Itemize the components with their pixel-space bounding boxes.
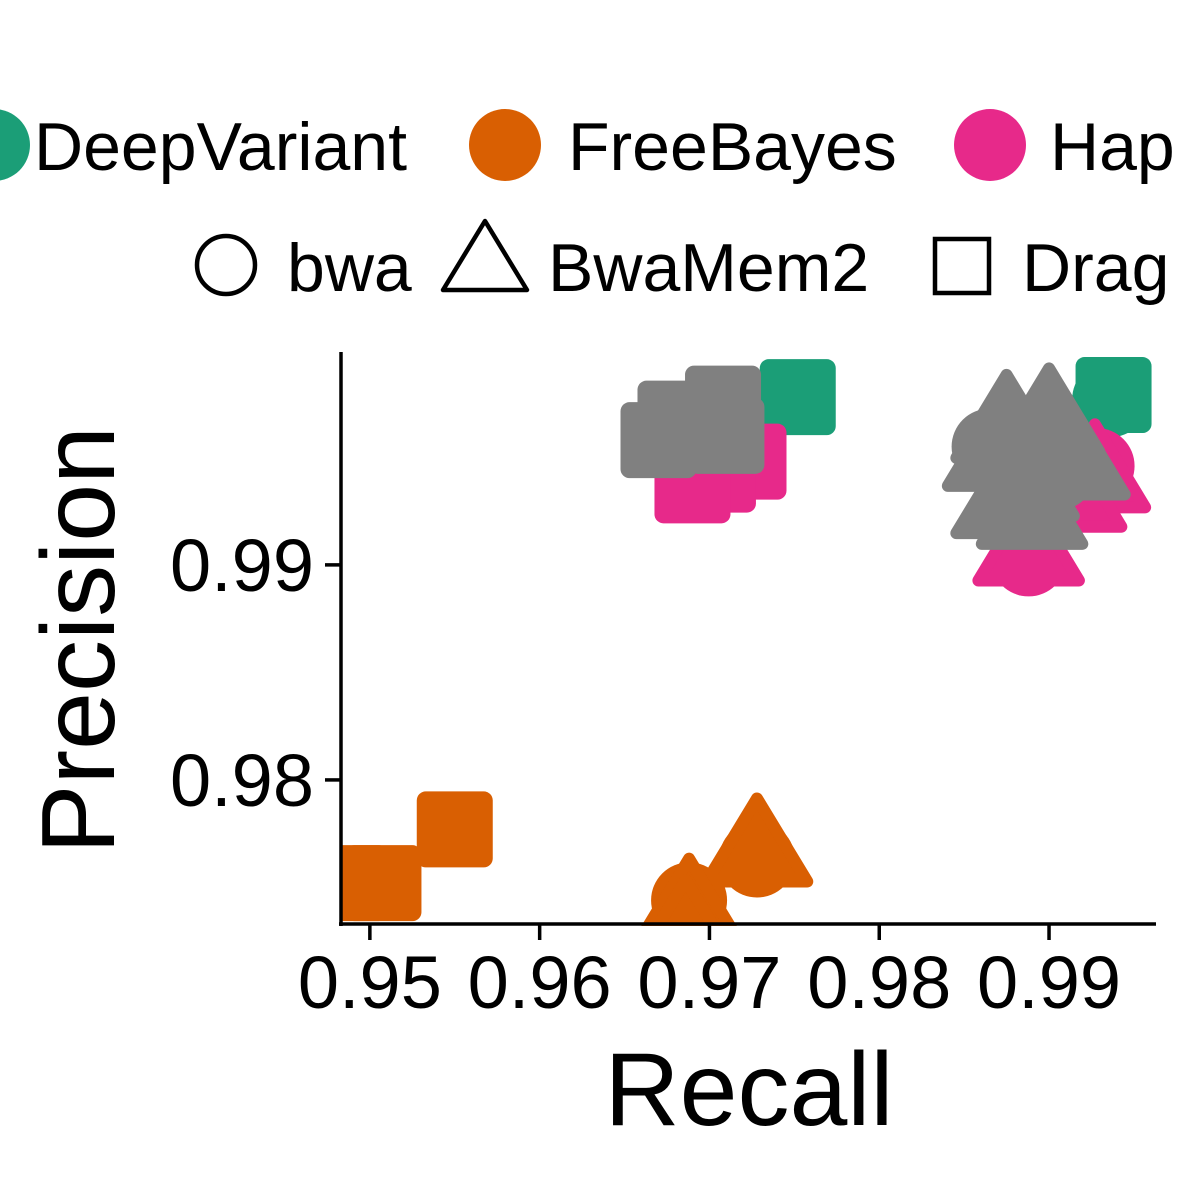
legend-color-key-freebayes [469,109,541,181]
shape-legend: bwa BwaMem2 Drag [194,218,1169,306]
x-tick-label: 0.98 [807,941,951,1024]
legend-label-drag: Drag [1022,230,1169,306]
legend-label-hap: Hap [1050,109,1175,185]
data-point-triangle [650,874,721,926]
data-point-square [345,845,422,922]
data-point-square [759,359,836,436]
data-point-triangle [700,792,814,888]
y-tick-label: 0.99 [170,524,314,607]
x-tick-label: 0.97 [637,941,781,1024]
data-point-square [416,791,493,868]
x-axis-title: Recall [605,1032,894,1148]
legend-color-key-hap [954,109,1026,181]
data-point-square [688,397,765,474]
legend-label-bwamem2: BwaMem2 [548,230,869,306]
legend-label-bwa: bwa [287,230,412,306]
y-axis-ticks: 0.99 0.98 [170,524,341,822]
x-tick-label: 0.99 [977,941,1121,1024]
color-legend: DeepVariant FreeBayes Hap [0,109,1175,185]
data-point-triangle [975,454,1089,550]
y-axis-title: Precision [21,426,137,854]
x-tick-label: 0.96 [468,941,612,1024]
x-tick-label: 0.95 [298,941,442,1024]
legend-label-freebayes: FreeBayes [568,109,897,185]
data-point-square [1075,357,1152,434]
data-point-square [620,402,697,479]
data-points [341,357,1152,926]
legend-shape-key-drag [932,236,992,296]
y-tick-label: 0.98 [170,739,314,822]
legend-shape-key-bwamem2 [440,218,530,293]
legend-shape-key-bwa [194,233,258,297]
legend-color-key-deepvariant [0,109,30,181]
x-axis-ticks: 0.95 0.96 0.97 0.98 0.99 [298,924,1121,1024]
legend-label-deepvariant: DeepVariant [34,109,407,185]
